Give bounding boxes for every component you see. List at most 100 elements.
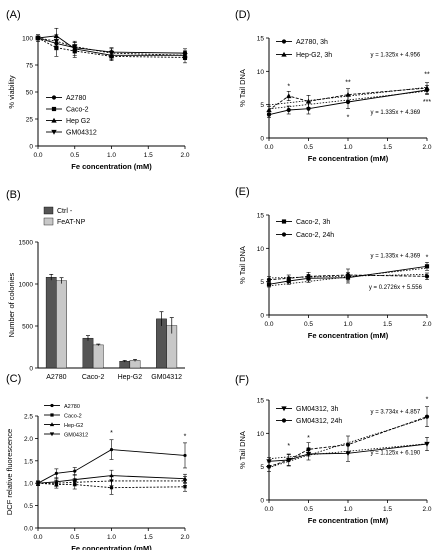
- significance-mark: *: [287, 84, 290, 91]
- regression-line: [268, 417, 428, 469]
- legend-marker: [51, 117, 57, 123]
- chart-panel-f: (F) 0 5 10 15 % Tail DNA 0.0 0.5 1.0 1.5 2.0 Fe con…: [235, 374, 432, 525]
- data-point: [286, 276, 291, 281]
- x-tick-label: 1.5: [383, 144, 392, 151]
- x-tick-label: 1.0: [343, 321, 352, 328]
- y-tick-label: 1.5: [24, 458, 33, 465]
- y-tick-label: 1000: [19, 282, 34, 289]
- y-tick-label: 75: [26, 63, 34, 70]
- x-tick-label: 0.0: [33, 534, 42, 541]
- data-point: [72, 480, 77, 485]
- y-tick-label: 10: [257, 246, 265, 253]
- series-line: [268, 87, 428, 111]
- y-axis-label: Number of colonies: [7, 272, 16, 337]
- y-tick-label: 100: [22, 36, 33, 43]
- bar: [92, 344, 104, 369]
- y-tick-label: 2.0: [24, 436, 33, 443]
- chart-panel-b: (B) 0 500 1000 1500 Number of colonies A2780 Ca…: [6, 189, 185, 381]
- x-tick-label: 1.0: [107, 534, 116, 541]
- data-point: [182, 53, 188, 58]
- data-point: [54, 471, 58, 475]
- data-point: [306, 447, 311, 452]
- y-tick-label: 0: [260, 313, 264, 320]
- significance-mark: *: [426, 255, 429, 262]
- y-tick-label: 15: [257, 36, 265, 43]
- data-point: [108, 51, 115, 56]
- significance-mark: **: [345, 80, 351, 87]
- data-point: [286, 107, 291, 113]
- data-point: [286, 93, 292, 99]
- legend-label: Hep-G2, 3h: [296, 52, 332, 59]
- significance-mark: *: [184, 433, 187, 440]
- y-tick-label: 0: [29, 144, 33, 151]
- data-point: [345, 272, 351, 278]
- y-axis-label: % Tail DNA: [238, 246, 247, 284]
- y-tick-label: 2.5: [24, 414, 33, 421]
- significance-mark: *: [287, 443, 290, 450]
- x-tick-label: 1.5: [383, 506, 392, 513]
- y-tick-label: 0: [260, 498, 264, 505]
- data-point: [424, 441, 430, 447]
- data-point: [424, 264, 430, 269]
- x-tick-label: 2.0: [422, 506, 431, 513]
- x-tick-label: 1.5: [383, 321, 392, 328]
- legend-label: GM04312, 24h: [296, 418, 342, 425]
- chart-panel-c: (C) 0.0 0.5 1.0 1.5 2.0 2.5 DCF relative fluore…: [5, 373, 190, 550]
- data-point: [424, 85, 430, 91]
- data-point: [109, 486, 114, 490]
- significance-mark: ***: [423, 99, 431, 106]
- y-tick-label: 5: [260, 102, 264, 109]
- x-axis-label: Fe concentration (mM): [308, 516, 389, 525]
- legend-marker: [51, 95, 57, 100]
- x-category-label: Hep-G2: [118, 374, 143, 381]
- x-tick-label: 1.0: [343, 144, 352, 151]
- x-tick-label: 0.5: [304, 506, 313, 513]
- data-point: [266, 459, 272, 465]
- legend-label: Hep-G2: [64, 423, 83, 429]
- x-tick-label: 0.5: [70, 152, 79, 159]
- equation-label: y = 3.734x + 4.857: [371, 409, 421, 415]
- x-tick-label: 1.5: [144, 534, 153, 541]
- bar: [156, 318, 167, 369]
- panel-label: (D): [235, 9, 250, 21]
- series-3: [35, 476, 188, 487]
- legend-label: Caco-2: [64, 414, 82, 420]
- data-point: [266, 282, 272, 287]
- y-axis-label: % viability: [7, 75, 16, 109]
- series-1: [266, 406, 430, 472]
- data-point: [266, 277, 272, 282]
- legend-swatch: [43, 206, 54, 215]
- legend-marker: [51, 129, 57, 135]
- data-point: [345, 91, 351, 97]
- x-tick-label: 0.5: [70, 534, 79, 541]
- data-point: [73, 469, 77, 473]
- legend-label: GM04312: [64, 433, 88, 439]
- bar: [45, 277, 57, 369]
- data-point: [109, 448, 114, 452]
- y-tick-label: 5: [260, 464, 264, 471]
- legend-marker: [281, 219, 287, 224]
- legend-marker: [50, 403, 54, 408]
- data-point: [305, 98, 312, 104]
- data-point: [306, 274, 311, 279]
- x-axis-label: Fe concentration (mM): [71, 162, 152, 171]
- x-tick-label: 1.0: [343, 506, 352, 513]
- y-tick-label: 25: [26, 117, 34, 124]
- y-tick-label: 500: [22, 324, 33, 331]
- data-point: [424, 414, 430, 419]
- data-point: [182, 479, 188, 484]
- legend-label: Caco-2, 24h: [296, 232, 334, 239]
- panel-label: (E): [235, 186, 250, 198]
- data-point: [424, 274, 430, 279]
- data-point: [183, 485, 187, 489]
- x-tick-label: 2.0: [422, 321, 431, 328]
- legend-label: Caco-2, 3h: [296, 219, 330, 226]
- significance-mark: *: [347, 114, 350, 121]
- y-tick-label: 5: [260, 279, 264, 286]
- equation-label: y = 1.125x + 6.190: [371, 451, 421, 457]
- series-line: [37, 37, 186, 56]
- legend-marker: [281, 406, 287, 412]
- bar: [56, 280, 67, 369]
- legend-marker: [51, 106, 57, 112]
